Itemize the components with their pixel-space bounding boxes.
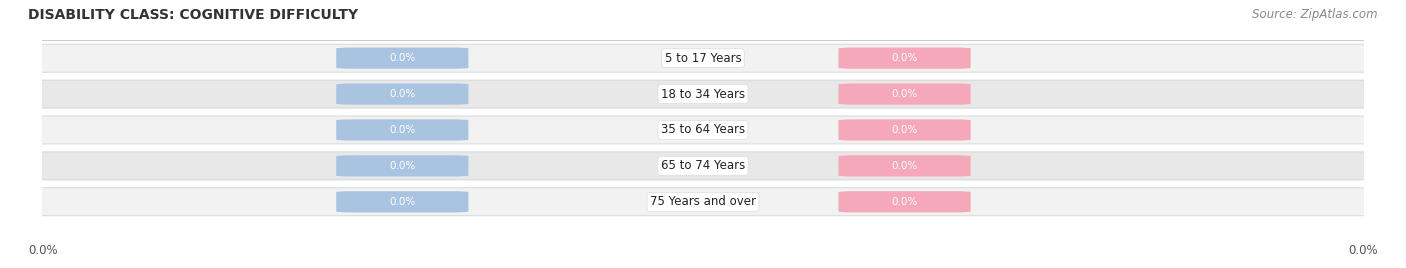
Text: DISABILITY CLASS: COGNITIVE DIFFICULTY: DISABILITY CLASS: COGNITIVE DIFFICULTY: [28, 8, 359, 22]
FancyBboxPatch shape: [838, 47, 970, 69]
FancyBboxPatch shape: [336, 83, 468, 105]
Text: 0.0%: 0.0%: [1348, 244, 1378, 257]
Text: 0.0%: 0.0%: [28, 244, 58, 257]
FancyBboxPatch shape: [336, 119, 468, 141]
FancyBboxPatch shape: [336, 155, 468, 177]
FancyBboxPatch shape: [336, 191, 468, 213]
FancyBboxPatch shape: [838, 83, 970, 105]
Text: 0.0%: 0.0%: [389, 161, 415, 171]
Text: 5 to 17 Years: 5 to 17 Years: [665, 52, 741, 65]
Text: 0.0%: 0.0%: [891, 197, 918, 207]
Text: 75 Years and over: 75 Years and over: [650, 195, 756, 208]
Text: 0.0%: 0.0%: [891, 53, 918, 63]
FancyBboxPatch shape: [15, 80, 1391, 108]
Text: 0.0%: 0.0%: [891, 161, 918, 171]
Text: 0.0%: 0.0%: [389, 197, 415, 207]
Text: 0.0%: 0.0%: [891, 89, 918, 99]
Text: 0.0%: 0.0%: [389, 125, 415, 135]
FancyBboxPatch shape: [15, 44, 1391, 72]
Text: Source: ZipAtlas.com: Source: ZipAtlas.com: [1253, 8, 1378, 21]
Text: 65 to 74 Years: 65 to 74 Years: [661, 159, 745, 172]
FancyBboxPatch shape: [838, 119, 970, 141]
FancyBboxPatch shape: [15, 116, 1391, 144]
FancyBboxPatch shape: [838, 155, 970, 177]
Text: 0.0%: 0.0%: [891, 125, 918, 135]
FancyBboxPatch shape: [15, 152, 1391, 180]
Text: 18 to 34 Years: 18 to 34 Years: [661, 88, 745, 100]
Text: 35 to 64 Years: 35 to 64 Years: [661, 124, 745, 136]
FancyBboxPatch shape: [336, 47, 468, 69]
FancyBboxPatch shape: [838, 191, 970, 213]
Text: 0.0%: 0.0%: [389, 53, 415, 63]
Text: 0.0%: 0.0%: [389, 89, 415, 99]
FancyBboxPatch shape: [15, 188, 1391, 216]
